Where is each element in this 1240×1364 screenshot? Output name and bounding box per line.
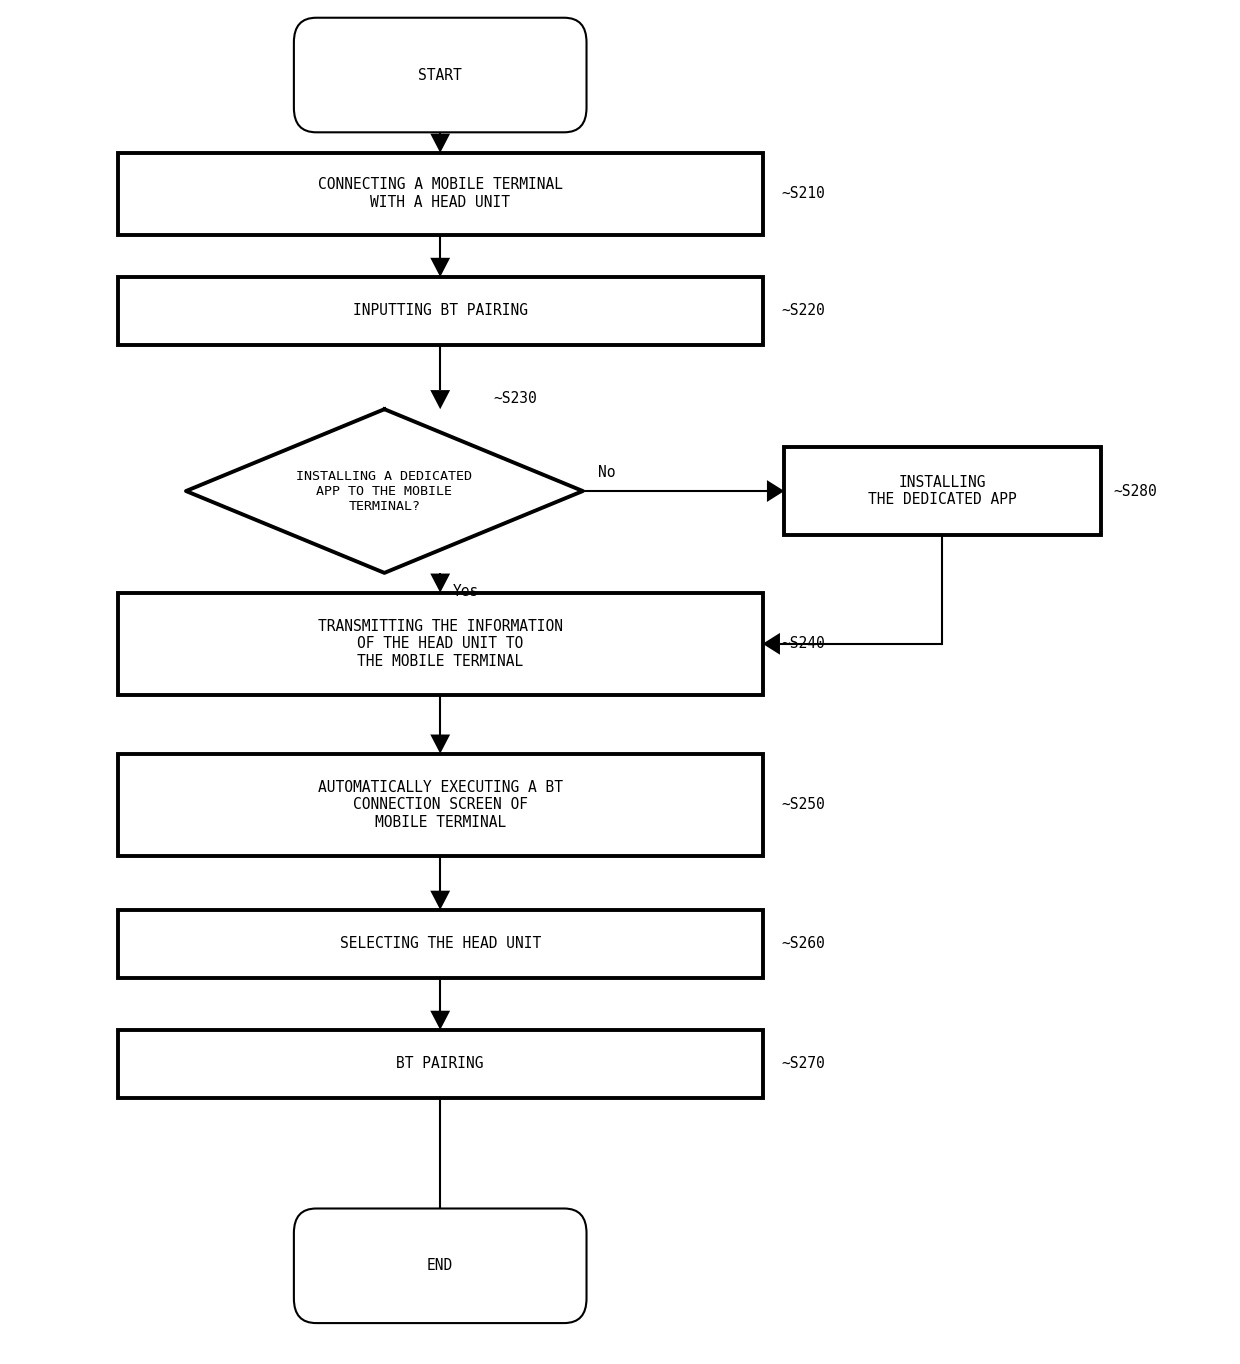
FancyBboxPatch shape: [118, 153, 763, 235]
Text: ~S260: ~S260: [781, 937, 825, 951]
Polygon shape: [430, 390, 450, 409]
Polygon shape: [430, 734, 450, 753]
Text: ~S210: ~S210: [781, 187, 825, 201]
Polygon shape: [430, 891, 450, 910]
Polygon shape: [763, 633, 780, 655]
Text: AUTOMATICALLY EXECUTING A BT
CONNECTION SCREEN OF
MOBILE TERMINAL: AUTOMATICALLY EXECUTING A BT CONNECTION …: [317, 780, 563, 829]
Text: No: No: [598, 465, 615, 480]
Text: CONNECTING A MOBILE TERMINAL
WITH A HEAD UNIT: CONNECTING A MOBILE TERMINAL WITH A HEAD…: [317, 177, 563, 210]
FancyBboxPatch shape: [294, 1209, 587, 1323]
FancyBboxPatch shape: [118, 277, 763, 345]
Text: ~S250: ~S250: [781, 798, 825, 812]
Text: START: START: [418, 68, 463, 82]
Polygon shape: [430, 1214, 450, 1233]
Text: ~S230: ~S230: [494, 391, 537, 405]
FancyBboxPatch shape: [118, 1030, 763, 1098]
Polygon shape: [430, 258, 450, 277]
Text: END: END: [427, 1259, 454, 1273]
FancyBboxPatch shape: [785, 446, 1101, 535]
FancyBboxPatch shape: [118, 910, 763, 978]
FancyBboxPatch shape: [118, 592, 763, 694]
Polygon shape: [430, 573, 450, 592]
Text: ~S220: ~S220: [781, 304, 825, 318]
Polygon shape: [766, 480, 785, 502]
Text: ~S280: ~S280: [1112, 484, 1157, 498]
Polygon shape: [430, 134, 450, 153]
Text: INSTALLING
THE DEDICATED APP: INSTALLING THE DEDICATED APP: [868, 475, 1017, 507]
Text: BT PAIRING: BT PAIRING: [397, 1057, 484, 1071]
Text: ~S270: ~S270: [781, 1057, 825, 1071]
Text: INPUTTING BT PAIRING: INPUTTING BT PAIRING: [352, 304, 528, 318]
Text: SELECTING THE HEAD UNIT: SELECTING THE HEAD UNIT: [340, 937, 541, 951]
FancyBboxPatch shape: [118, 753, 763, 857]
Polygon shape: [186, 409, 583, 573]
Text: ~S240: ~S240: [781, 637, 825, 651]
FancyBboxPatch shape: [294, 18, 587, 132]
Text: INSTALLING A DEDICATED
APP TO THE MOBILE
TERMINAL?: INSTALLING A DEDICATED APP TO THE MOBILE…: [296, 469, 472, 513]
Polygon shape: [430, 1011, 450, 1030]
Text: TRANSMITTING THE INFORMATION
OF THE HEAD UNIT TO
THE MOBILE TERMINAL: TRANSMITTING THE INFORMATION OF THE HEAD…: [317, 619, 563, 668]
Text: Yes: Yes: [453, 584, 479, 599]
